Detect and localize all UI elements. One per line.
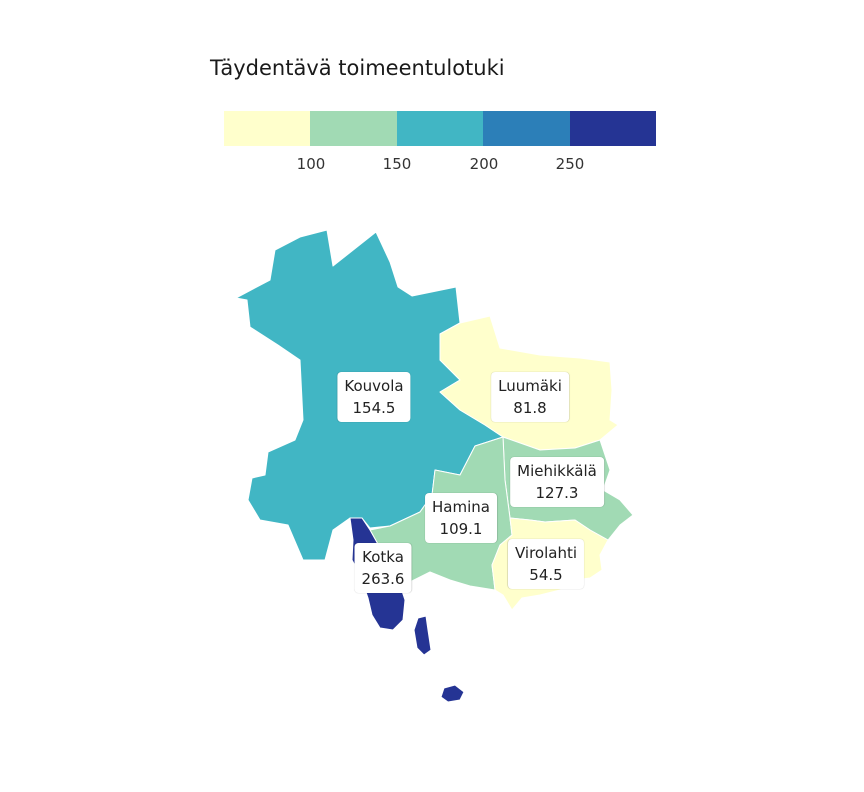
region-kotka-island-2 bbox=[440, 684, 465, 703]
region-kotka-island-1 bbox=[413, 615, 432, 656]
label-luumaki-name: Luumäki bbox=[498, 377, 562, 395]
label-miehikkala-value: 127.3 bbox=[535, 484, 579, 502]
legend-swatch-4 bbox=[483, 111, 570, 146]
label-kotka: Kotka 263.6 bbox=[354, 543, 412, 593]
label-luumaki-value: 81.8 bbox=[513, 399, 547, 417]
legend-tick-250: 250 bbox=[555, 155, 585, 173]
label-kotka-name: Kotka bbox=[362, 548, 404, 566]
legend-title: Täydentävä toimeentulotuki bbox=[210, 56, 505, 80]
label-miehikkala-name: Miehikkälä bbox=[517, 462, 597, 480]
label-kouvola-name: Kouvola bbox=[344, 377, 404, 395]
legend-tick-150: 150 bbox=[382, 155, 412, 173]
label-miehikkala: Miehikkälä 127.3 bbox=[510, 457, 604, 507]
legend-tick-200: 200 bbox=[469, 155, 499, 173]
legend-swatch-3 bbox=[396, 111, 484, 146]
label-virolahti-name: Virolahti bbox=[514, 544, 578, 562]
legend-swatch-1 bbox=[224, 111, 311, 146]
label-kotka-value: 263.6 bbox=[361, 570, 405, 588]
legend-tick-100: 100 bbox=[296, 155, 326, 173]
label-hamina-name: Hamina bbox=[432, 498, 490, 516]
label-luumaki: Luumäki 81.8 bbox=[491, 372, 569, 422]
label-hamina-value: 109.1 bbox=[439, 520, 483, 538]
label-kouvola-value: 154.5 bbox=[352, 399, 396, 417]
legend-swatch-2 bbox=[310, 111, 397, 146]
label-virolahti-value: 54.5 bbox=[529, 566, 563, 584]
label-hamina: Hamina 109.1 bbox=[425, 493, 497, 543]
color-scale-legend bbox=[224, 111, 656, 146]
label-kouvola: Kouvola 154.5 bbox=[337, 372, 411, 422]
label-virolahti: Virolahti 54.5 bbox=[507, 539, 585, 589]
legend-swatch-5 bbox=[569, 111, 656, 146]
